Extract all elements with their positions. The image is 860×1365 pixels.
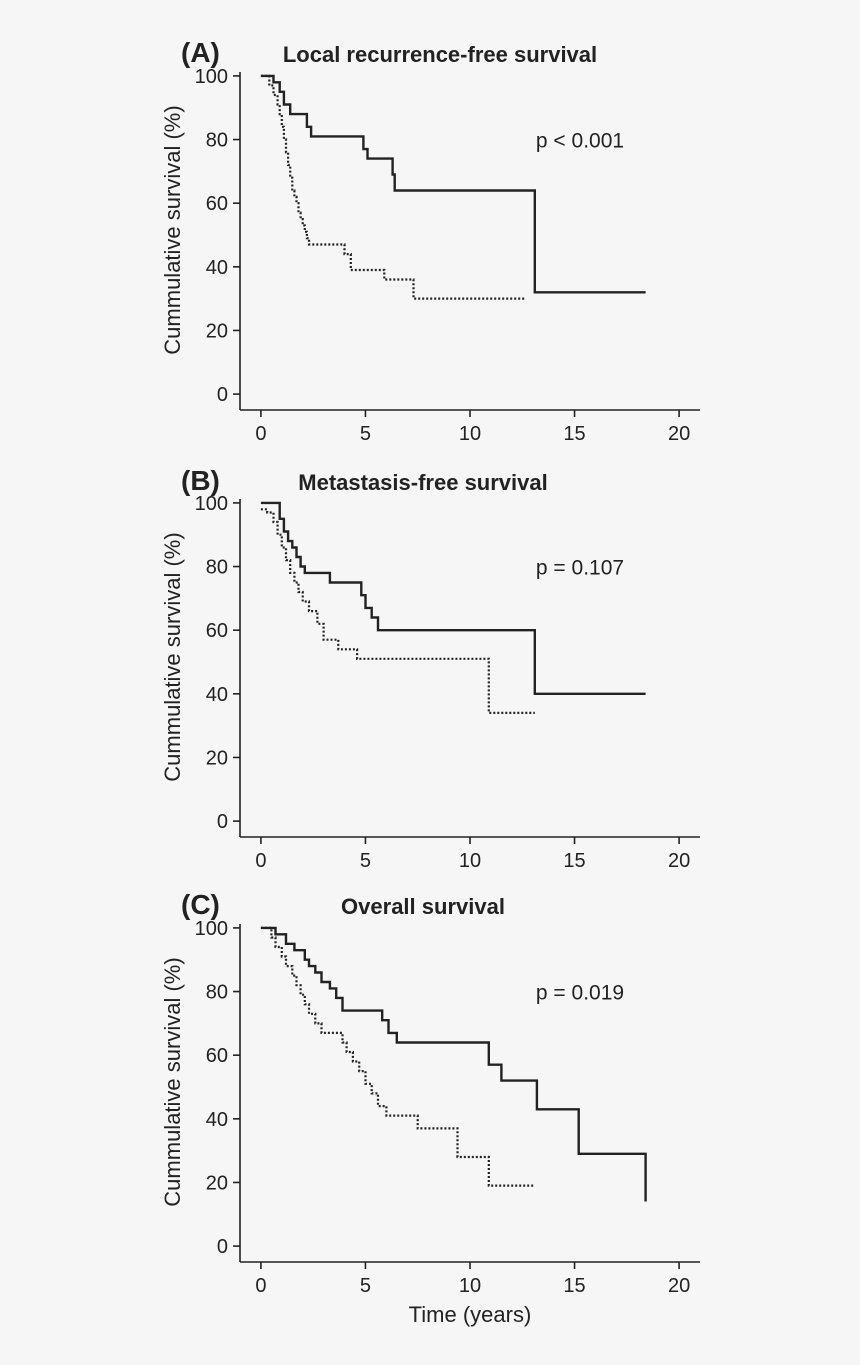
panel-c-title: Overall survival — [341, 894, 505, 919]
panel-c-y-tick-label: 60 — [206, 1045, 228, 1067]
panel-b-y-tick-label: 40 — [206, 684, 228, 706]
panel-a-y-axis-label: Cummulative survival (%) — [160, 105, 185, 354]
panel-b-y-tick-label: 60 — [206, 620, 228, 642]
panel-b-x-tick-label: 5 — [360, 850, 371, 872]
panel-b-x-tick-label: 0 — [255, 850, 266, 872]
panel-c-curve-solid — [260, 926, 647, 1202]
panel-b-y-tick-label: 0 — [217, 811, 228, 833]
panel-b-y-tick-label: 100 — [195, 493, 228, 515]
panel-a: (A) Local recurrence-free survival 0 20 40 60… — [160, 37, 700, 445]
panel-b-y-axis-label: Cummulative survival (%) — [160, 532, 185, 781]
panel-c-y-axis-label: Cummulative survival (%) — [160, 957, 185, 1206]
panel-c-x-tick-label: 15 — [563, 1275, 585, 1297]
panel-a-y-tick-label: 0 — [217, 384, 228, 406]
panel-c-y-tick-label: 20 — [206, 1172, 228, 1194]
panel-b-y-tick-label: 20 — [206, 747, 228, 769]
panel-a-x-tick-label: 20 — [668, 423, 690, 445]
panel-c-x-axis-label: Time (years) — [409, 1302, 532, 1327]
panel-a-y-tick-label: 80 — [206, 130, 228, 152]
panel-a-title: Local recurrence-free survival — [283, 42, 597, 67]
panel-b-y-tick-label: 80 — [206, 557, 228, 579]
panel-b-letter: (B) — [181, 465, 220, 496]
panel-c-x-tick-label: 5 — [360, 1275, 371, 1297]
panel-a-x-tick-label: 15 — [563, 423, 585, 445]
panel-a-y-tick-label: 60 — [206, 193, 228, 215]
panel-c-y-tick-label: 40 — [206, 1109, 228, 1131]
panel-c-x-tick-label: 20 — [668, 1275, 690, 1297]
panel-a-x-tick-label: 10 — [459, 423, 481, 445]
panel-b-p-value: p = 0.107 — [536, 557, 624, 580]
panel-a-x-tick-label: 0 — [255, 423, 266, 445]
panel-c-curve-dotted — [260, 926, 535, 1187]
panel-c-p-value: p = 0.019 — [536, 982, 624, 1005]
panel-a-curve-dotted — [260, 74, 525, 300]
panel-c-y-tick-label: 0 — [217, 1236, 228, 1258]
panel-a-curve-solid — [260, 74, 646, 294]
panel-a-y-tick-label: 100 — [195, 66, 228, 88]
panel-a-y-tick-label: 20 — [206, 320, 228, 342]
panel-b-curve-dotted — [260, 508, 535, 714]
panel-c-x-tick-label: 10 — [459, 1275, 481, 1297]
panel-c-y-tick-label: 100 — [195, 918, 228, 940]
panel-b-x-tick-label: 15 — [563, 850, 585, 872]
panel-c-y-tick-label: 80 — [206, 982, 228, 1004]
panel-a-x-tick-label: 5 — [360, 423, 371, 445]
panel-c-x-tick-label: 0 — [255, 1275, 266, 1297]
panel-c-letter: (C) — [181, 889, 220, 920]
panel-a-y-tick-label: 40 — [206, 257, 228, 279]
panel-a-letter: (A) — [181, 37, 220, 68]
panel-b-title: Metastasis-free survival — [298, 470, 547, 495]
panel-b-x-tick-label: 20 — [668, 850, 690, 872]
panel-b-curve-solid — [260, 501, 646, 695]
panel-a-p-value: p < 0.001 — [536, 130, 624, 153]
panel-b: (B) Metastasis-free survival 0 20 40 60 80 100 0… — [160, 465, 700, 872]
panel-c: (C) Overall survival 0 20 40 60 80 100 0 5 10 15 20 C… — [160, 889, 700, 1327]
panel-b-x-tick-label: 10 — [459, 850, 481, 872]
